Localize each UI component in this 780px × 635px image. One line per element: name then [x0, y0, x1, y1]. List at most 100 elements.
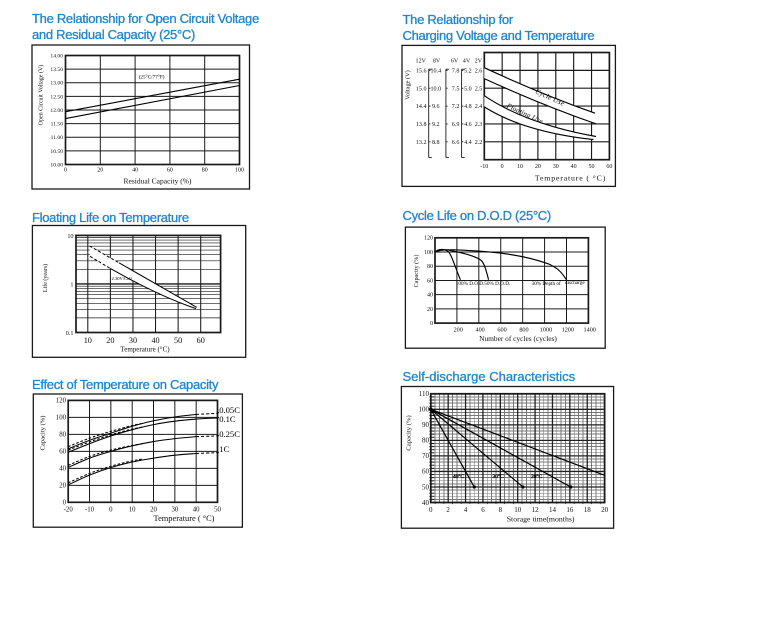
- svg-text:14.4: 14.4: [416, 104, 427, 110]
- svg-text:50: 50: [174, 336, 182, 345]
- svg-text:13.00: 13.00: [50, 81, 63, 87]
- svg-text:18: 18: [584, 506, 592, 514]
- svg-text:9.6: 9.6: [432, 104, 440, 110]
- svg-text:2.5: 2.5: [475, 86, 483, 92]
- svg-text:30°C: 30°C: [492, 473, 504, 480]
- svg-text:60: 60: [59, 449, 66, 456]
- svg-text:100: 100: [424, 250, 433, 256]
- svg-text:13.2: 13.2: [416, 140, 427, 146]
- svg-text:4.8: 4.8: [464, 104, 472, 110]
- svg-text:120: 120: [424, 236, 433, 242]
- svg-text:40: 40: [427, 293, 433, 299]
- svg-text:100: 100: [235, 168, 244, 174]
- svg-text:6.6: 6.6: [452, 140, 460, 146]
- svg-text:20: 20: [150, 507, 157, 514]
- svg-text:40: 40: [59, 466, 66, 473]
- svg-text:400: 400: [475, 327, 484, 334]
- svg-text:10: 10: [514, 506, 522, 514]
- svg-text:2.30V/Cell: 2.30V/Cell: [112, 276, 133, 281]
- svg-text:20: 20: [59, 483, 66, 490]
- svg-text:4V: 4V: [463, 58, 471, 64]
- svg-text:14: 14: [549, 506, 557, 514]
- svg-text:10: 10: [67, 233, 73, 240]
- svg-text:13.50: 13.50: [50, 67, 63, 73]
- svg-text:30: 30: [553, 164, 559, 170]
- svg-text:4.6: 4.6: [464, 122, 472, 128]
- svg-text:100: 100: [419, 406, 430, 414]
- svg-text:1: 1: [70, 281, 73, 288]
- svg-text:80: 80: [59, 432, 66, 439]
- svg-text:2.4: 2.4: [475, 104, 483, 110]
- svg-text:0.1: 0.1: [66, 330, 74, 337]
- svg-text:80: 80: [427, 264, 433, 270]
- svg-text:6.9: 6.9: [452, 122, 460, 128]
- svg-text:7.2: 7.2: [452, 104, 460, 110]
- svg-text:6: 6: [481, 506, 485, 514]
- svg-text:10.50: 10.50: [50, 149, 63, 155]
- svg-text:Residual Capacity (%): Residual Capacity (%): [124, 177, 192, 186]
- svg-text:1000: 1000: [540, 327, 552, 334]
- svg-text:0: 0: [430, 321, 433, 327]
- svg-text:10.0: 10.0: [430, 86, 441, 92]
- svg-text:600: 600: [497, 327, 506, 334]
- svg-text:40°C: 40°C: [453, 473, 465, 480]
- svg-text:Temperature ( °C): Temperature ( °C): [535, 173, 606, 182]
- svg-text:110: 110: [419, 390, 430, 398]
- svg-text:2.3: 2.3: [475, 122, 483, 128]
- svg-text:2V: 2V: [475, 58, 483, 64]
- svg-text:Storage time(months): Storage time(months): [507, 514, 575, 523]
- svg-text:15.0: 15.0: [416, 86, 427, 92]
- svg-text:0.1C: 0.1C: [219, 414, 236, 424]
- svg-text:Voltage (V): Voltage (V): [405, 70, 412, 99]
- svg-text:-20: -20: [64, 507, 74, 514]
- svg-text:5.2: 5.2: [464, 69, 472, 75]
- svg-text:1400: 1400: [584, 327, 596, 334]
- svg-text:0: 0: [63, 500, 67, 507]
- svg-text:60: 60: [167, 168, 173, 174]
- svg-text:40: 40: [132, 168, 138, 174]
- svg-text:0: 0: [429, 506, 433, 514]
- svg-text:Capacity (%): Capacity (%): [413, 255, 420, 288]
- svg-text:800: 800: [519, 327, 528, 334]
- svg-text:Open Circuit Voltage (V): Open Circuit Voltage (V): [38, 65, 45, 126]
- svg-text:100: 100: [56, 415, 67, 422]
- svg-text:90: 90: [422, 421, 430, 429]
- svg-text:2.6: 2.6: [475, 69, 483, 75]
- svg-text:Temperature ( °C): Temperature ( °C): [154, 514, 215, 523]
- svg-text:12: 12: [532, 506, 540, 514]
- svg-text:8.8: 8.8: [432, 140, 440, 146]
- svg-text:30: 30: [129, 336, 137, 345]
- svg-text:0.25C: 0.25C: [219, 429, 240, 439]
- svg-text:20: 20: [427, 307, 433, 313]
- svg-text:30: 30: [171, 507, 178, 514]
- svg-text:60: 60: [197, 336, 205, 345]
- svg-text:60: 60: [606, 164, 612, 170]
- svg-text:200: 200: [454, 327, 463, 334]
- svg-text:50: 50: [422, 483, 430, 491]
- svg-text:20: 20: [106, 336, 114, 345]
- svg-text:11.50: 11.50: [51, 122, 64, 128]
- svg-text:16: 16: [566, 506, 574, 514]
- svg-text:8: 8: [499, 506, 503, 514]
- svg-text:7.8: 7.8: [452, 69, 460, 75]
- svg-text:40: 40: [193, 507, 200, 514]
- svg-text:Temperature (°C): Temperature (°C): [120, 346, 170, 354]
- svg-text:-10: -10: [480, 164, 488, 170]
- svg-text:0: 0: [64, 168, 67, 174]
- svg-text:1200: 1200: [562, 327, 574, 334]
- svg-text:10: 10: [129, 507, 136, 514]
- svg-text:10.00: 10.00: [50, 162, 63, 168]
- svg-text:50: 50: [214, 507, 221, 514]
- svg-text:8V: 8V: [433, 58, 441, 64]
- svg-text:6V: 6V: [451, 58, 459, 64]
- svg-text:20: 20: [97, 168, 103, 174]
- svg-text:15.6: 15.6: [416, 69, 427, 75]
- svg-text:0: 0: [109, 507, 113, 514]
- svg-text:(25°C/77°F): (25°C/77°F): [139, 74, 165, 81]
- svg-text:30% Depth of: 30% Depth of: [532, 280, 561, 287]
- svg-text:70: 70: [422, 452, 430, 460]
- svg-text:7.5: 7.5: [452, 86, 460, 92]
- svg-text:Capacity (%): Capacity (%): [40, 416, 47, 451]
- svg-text:12V: 12V: [415, 58, 426, 64]
- svg-text:0: 0: [501, 164, 504, 170]
